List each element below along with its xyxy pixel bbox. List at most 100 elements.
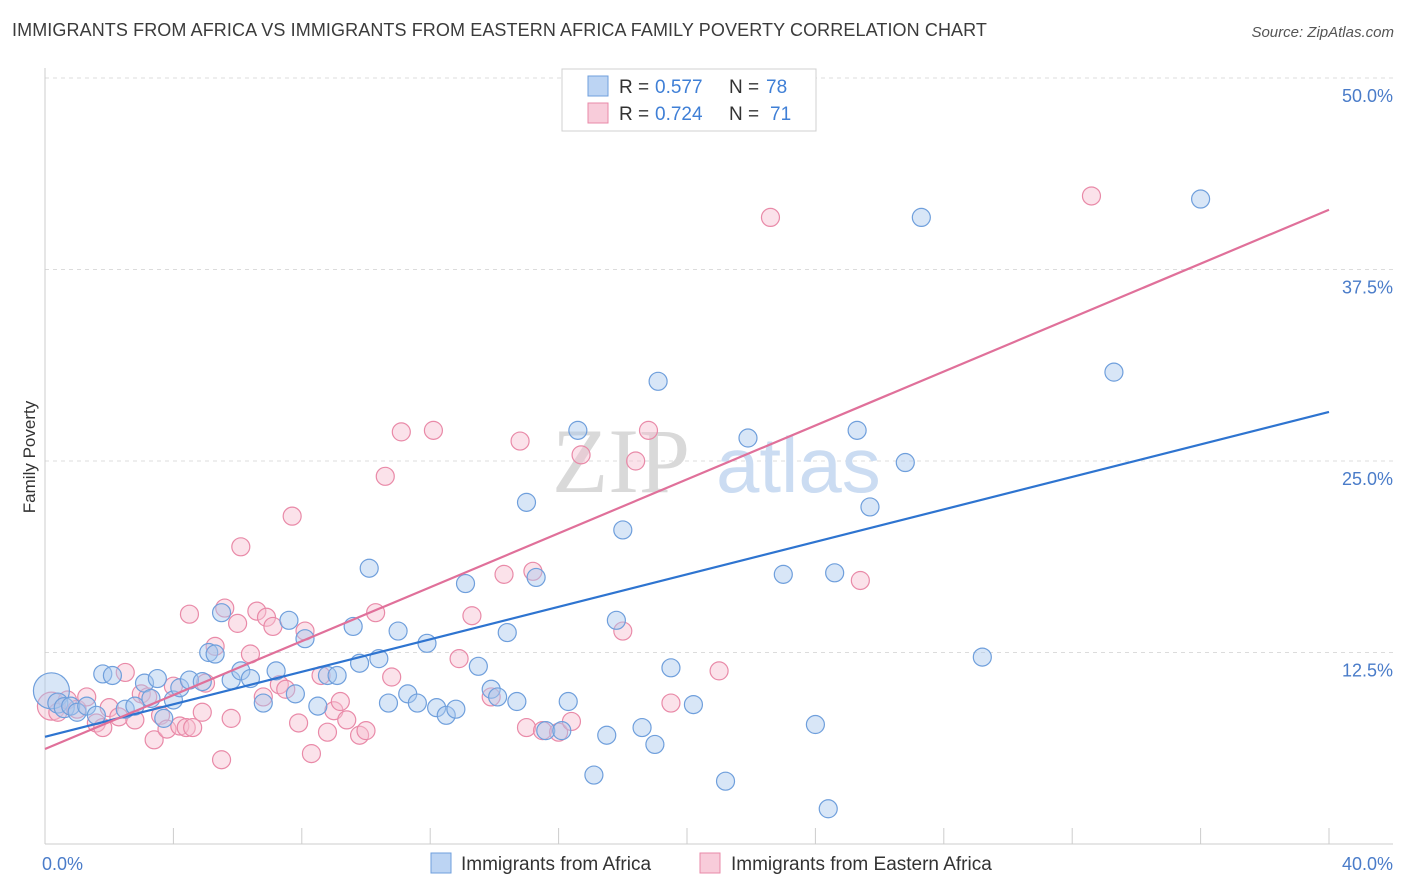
blue-point <box>613 520 633 540</box>
blue-point <box>773 564 793 584</box>
blue-point <box>911 207 931 228</box>
bottom-legend-swatch-blue <box>430 852 452 874</box>
pink-point <box>1081 186 1102 206</box>
pink-point <box>375 466 395 486</box>
legend-n-value-pink: 71 <box>770 104 791 125</box>
legend-n-value-blue: 78 <box>766 77 787 98</box>
pink-point <box>144 730 164 750</box>
pink-point <box>337 710 357 730</box>
blue-point <box>552 721 572 741</box>
blue-point <box>497 622 517 643</box>
pink-point <box>317 722 338 742</box>
pink-point <box>282 506 302 526</box>
pink-point <box>263 616 283 637</box>
pink-point <box>179 604 200 624</box>
blue-point <box>266 661 286 681</box>
legend-r-label-pink: R = <box>619 104 649 125</box>
blue-point <box>632 717 652 738</box>
blue-point <box>154 708 174 728</box>
blue-point <box>568 420 588 440</box>
blue-point <box>558 691 578 712</box>
blue-point <box>67 702 87 722</box>
blue-point <box>253 693 273 713</box>
blue-point <box>661 658 681 678</box>
correlation-legend: R = 0.577 N = 78 R = 0.724 N = 71 <box>561 68 817 132</box>
blue-point <box>516 492 537 512</box>
y-tick-label: 37.5% <box>1342 278 1393 298</box>
pink-point <box>211 750 232 770</box>
legend-r-value-pink: 0.724 <box>655 104 703 125</box>
pink-point <box>709 661 729 681</box>
blue-point <box>388 621 408 641</box>
blue-point <box>818 799 838 819</box>
blue-point <box>1104 362 1124 382</box>
blue-point <box>468 656 488 676</box>
blue-point <box>825 563 845 583</box>
legend-r-value-blue: 0.577 <box>655 77 703 98</box>
blue-point <box>1190 189 1211 209</box>
legend-n-label-pink: N = <box>729 104 759 125</box>
trend-lines <box>44 208 1330 751</box>
pink-point <box>423 420 444 440</box>
y-tick-label: 50.0% <box>1342 86 1393 106</box>
x-tick-labels: 0.0% 40.0% <box>42 854 1393 874</box>
blue-point <box>285 684 305 704</box>
blue-point <box>359 558 379 578</box>
blue-point <box>507 691 527 712</box>
pink-series-points <box>36 186 1102 770</box>
pink-point <box>760 207 781 228</box>
blue-point <box>327 665 347 686</box>
pink-point <box>481 687 501 707</box>
watermark: ZIP atlas <box>552 410 881 512</box>
blue-point <box>53 697 75 719</box>
blue-point <box>427 698 447 718</box>
blue-point <box>972 647 992 667</box>
blue-point <box>417 633 437 653</box>
chart-title: IMMIGRANTS FROM AFRICA VS IMMIGRANTS FRO… <box>12 20 988 40</box>
y-tick-labels: 12.5% 25.0% 37.5% 50.0% <box>1342 86 1393 681</box>
pink-point <box>449 649 469 669</box>
blue-point <box>683 694 704 715</box>
blue-point <box>738 428 758 448</box>
axes <box>44 68 1393 845</box>
blue-point <box>526 567 546 588</box>
blue-point <box>481 679 501 699</box>
blue-point <box>199 642 219 663</box>
pink-point <box>228 613 248 633</box>
pink-point <box>613 621 633 641</box>
pink-point <box>183 717 203 738</box>
pink-point <box>231 537 251 557</box>
blue-point <box>895 452 915 473</box>
pink-point <box>462 606 482 626</box>
pink-point <box>638 420 659 440</box>
pink-point <box>356 721 376 741</box>
pink-point <box>253 687 273 707</box>
watermark-atlas: atlas <box>716 421 881 509</box>
x-tick-label: 0.0% <box>42 854 83 874</box>
blue-point <box>584 765 604 785</box>
pink-point <box>176 717 196 738</box>
blue-point <box>488 687 508 707</box>
pink-point <box>850 570 870 591</box>
blue-point <box>715 771 736 791</box>
blue-point <box>648 371 668 391</box>
pink-point <box>330 691 350 712</box>
blue-point <box>32 672 71 710</box>
blue-point <box>606 610 626 630</box>
pink-point <box>494 564 514 584</box>
blue-point <box>645 734 665 755</box>
pink-point <box>391 422 411 442</box>
pink-point <box>288 713 309 733</box>
bottom-legend-label-pink: Immigrants from Eastern Africa <box>731 854 992 875</box>
blue-point <box>446 699 466 719</box>
pink-point <box>301 744 322 764</box>
blue-point <box>378 693 399 713</box>
pink-point <box>626 451 646 471</box>
pink-point <box>221 708 241 728</box>
blue-point <box>279 610 299 630</box>
source-label: Source: ZipAtlas.com <box>1251 24 1394 41</box>
blue-point <box>597 725 617 745</box>
blue-point <box>407 693 427 713</box>
blue-point <box>147 668 167 689</box>
pink-point <box>247 601 267 621</box>
